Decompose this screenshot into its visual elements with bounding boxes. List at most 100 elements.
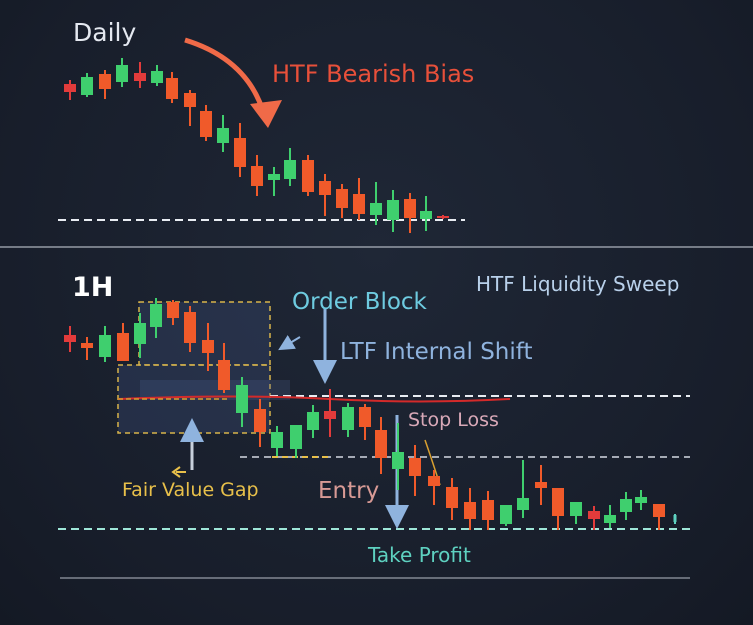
candle-body [234,138,246,167]
candle-body [251,166,263,186]
daily-candle-bullish [81,73,93,97]
hourly-candle-bullish [342,403,354,437]
candle-body [336,189,348,208]
daily-candle-bearish [319,174,331,216]
daily-candle-bearish [64,80,76,100]
bearish-bias-label: HTF Bearish Bias [272,60,475,88]
daily-candle-bearish [404,193,416,233]
hourly-candle-bearish [64,326,76,352]
entry-label: Entry [318,478,380,504]
candle-body [535,482,547,488]
candle-body [64,335,76,342]
candle-body [151,71,163,83]
candle-body [302,160,314,192]
candle-body [604,515,616,523]
daily-candle-bullish [284,148,296,186]
hourly-candle-bearish [428,470,440,505]
hourly-candle-bullish [604,505,616,528]
candle-body [464,502,476,519]
candle-body [437,216,449,218]
hourly-candle-bearish [81,337,93,360]
candle-body [217,128,229,143]
candle-body [150,304,162,327]
hourly-candle-bullish [271,426,283,456]
hourly-candle-bearish [324,389,336,437]
candle-body [290,425,302,449]
candle-body [375,430,387,458]
candle-body [517,498,529,510]
candle-body [342,407,354,430]
hourly-candle-bearish [167,300,179,325]
candle-body [167,302,179,318]
candle-body [370,203,382,215]
daily-candle-bearish [302,155,314,196]
daily-candle-bearish [234,123,246,177]
candle-body [284,160,296,179]
daily-title: Daily [73,18,137,47]
candle-body [653,504,665,517]
candle-body [353,194,365,214]
candle-body [200,111,212,137]
candle-body [324,411,336,419]
hourly-candle-bullish [392,423,404,490]
candle-body [268,174,280,180]
candle-body [134,323,146,344]
hourly-candle-bullish [307,405,319,438]
hourly-candle-bearish [184,306,196,352]
hourly-candle-bullish [620,492,632,520]
daily-candle-bullish [217,115,229,152]
hourly-candle-bearish [218,343,230,393]
hourly-candle-bullish [236,377,248,427]
take-profit-label: Take Profit [368,543,471,567]
candle-body [446,487,458,508]
hourly-candle-bearish [117,323,129,361]
candle-body [673,515,677,522]
hourly-candle-bearish [482,491,494,530]
daily-candle-bearish [251,155,263,196]
order-block-pointer-icon [278,335,301,351]
candle-body [166,78,178,99]
liquidity-sweep-label: HTF Liquidity Sweep [476,272,680,296]
fair-value-gap-label: Fair Value Gap [122,479,259,501]
candle-body [552,488,564,516]
candle-body [319,181,331,195]
hourly-candle-bearish [375,417,387,474]
hourly-title: 1H [72,272,114,303]
hourly-candle-bullish [517,460,529,518]
daily-candle-bullish [387,190,399,232]
daily-candle-bullish [370,182,382,225]
hourly-candle-bearish [673,514,677,524]
hourly-candle-bullish [500,505,512,526]
hourly-candle-bullish [150,298,162,338]
candle-body [254,409,266,432]
candle-body [392,452,404,469]
order-block-label: Order Block [292,289,427,315]
hourly-candle-bearish [409,445,421,496]
hourly-candle-bearish [446,478,458,520]
hourly-candle-bearish [464,488,476,530]
candle-body [99,335,111,357]
candle-body [64,84,76,92]
daily-candle-bearish [134,62,146,88]
hourly-candle-bullish [99,326,111,362]
candle-body [271,432,283,448]
hourly-candle-bearish [254,399,266,447]
candle-body [81,343,93,348]
candle-body [236,385,248,413]
hourly-candle-bearish [535,465,547,505]
candle-body [588,511,600,519]
fvg-left-arrow-icon [171,466,186,478]
hourly-candle-bullish [570,502,582,524]
daily-candle-bearish [200,105,212,141]
candle-body [635,497,647,503]
daily-candle-bearish [353,178,365,220]
hourly-candle-bearish [653,504,665,530]
daily-candle-bullish [268,167,280,196]
candle-body [620,499,632,512]
candle-body [359,407,371,427]
daily-candle-bullish [116,58,128,87]
candle-body [134,73,146,81]
hourly-candle-bearish [588,506,600,530]
candle-body [184,312,196,343]
